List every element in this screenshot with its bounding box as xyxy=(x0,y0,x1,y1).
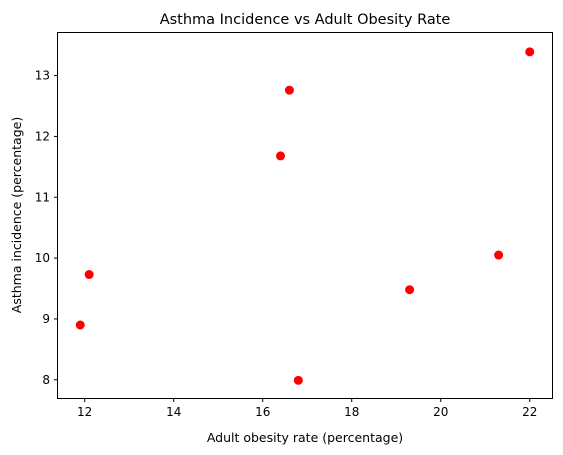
data-point xyxy=(494,250,504,260)
data-point xyxy=(525,47,535,57)
x-tick-label: 18 xyxy=(344,405,359,419)
chart-title: Asthma Incidence vs Adult Obesity Rate xyxy=(160,12,451,28)
data-point xyxy=(284,85,294,95)
y-tick-label: 11 xyxy=(35,190,50,204)
data-point xyxy=(405,285,415,295)
data-point xyxy=(84,270,94,280)
y-tick-label: 10 xyxy=(35,251,50,265)
y-tick-label: 13 xyxy=(35,69,50,83)
x-tick-label: 12 xyxy=(77,405,92,419)
y-axis-label: Asthma incidence (percentage) xyxy=(9,117,24,313)
plot-frame xyxy=(57,32,553,399)
data-point xyxy=(75,320,85,330)
y-tick-label: 12 xyxy=(35,129,50,143)
x-tick-label: 22 xyxy=(522,405,537,419)
data-point xyxy=(293,375,303,385)
x-tick-label: 14 xyxy=(166,405,181,419)
x-tick-label: 20 xyxy=(433,405,448,419)
x-tick-label: 16 xyxy=(255,405,270,419)
data-points xyxy=(75,47,535,385)
y-tick-label: 8 xyxy=(42,373,50,387)
x-axis-label: Adult obesity rate (percentage) xyxy=(207,430,403,445)
x-axis: 12 14 16 18 20 22 xyxy=(77,398,537,419)
y-axis: 8 9 10 11 12 13 xyxy=(35,69,58,387)
y-tick-label: 9 xyxy=(42,312,50,326)
data-point xyxy=(276,151,286,161)
